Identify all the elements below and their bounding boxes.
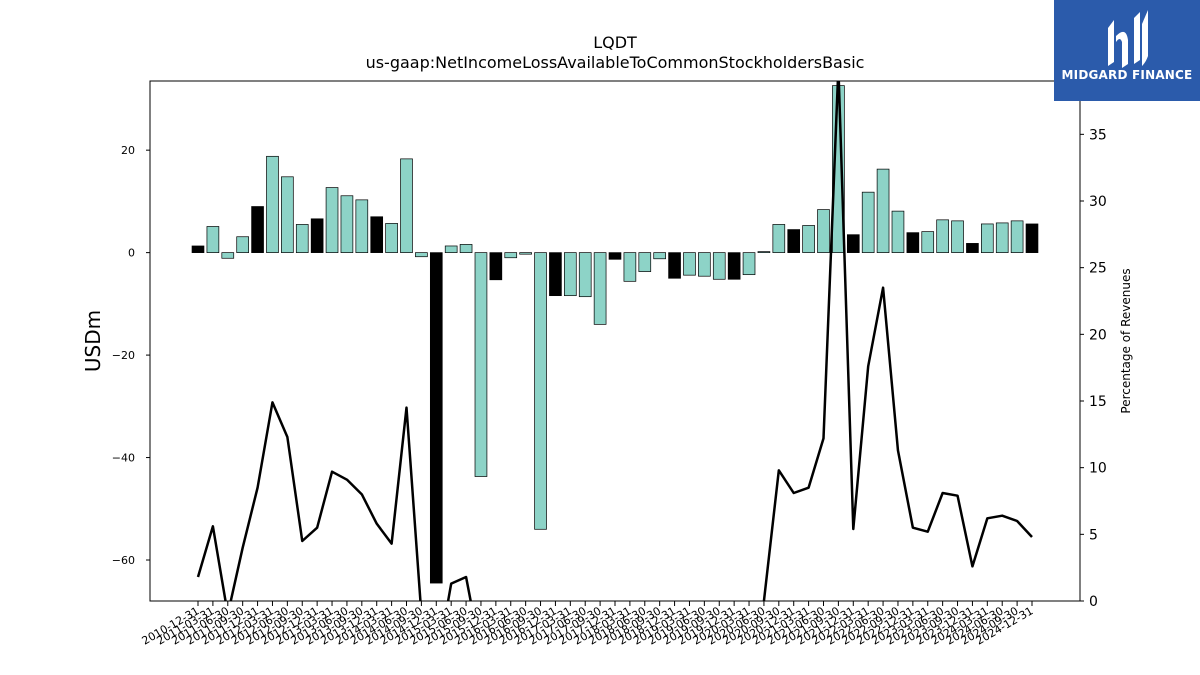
y2-tick-label: 30 — [1089, 194, 1107, 210]
bar-2018-03-31 — [623, 252, 637, 282]
bar-2018-06-30 — [638, 252, 652, 272]
bar-2017-03-31 — [564, 252, 577, 297]
bar-2016-09-30 — [534, 252, 547, 530]
bar-2014-06-30 — [400, 158, 413, 253]
bar-2015-12-31 — [489, 252, 503, 281]
percentage-line — [196, 81, 1033, 601]
y2-tick-label: 15 — [1089, 394, 1107, 410]
y2-axis-label: Percentage of Revenues — [1119, 268, 1133, 413]
bar-2022-06-30 — [876, 168, 890, 253]
bar-2020-12-31 — [787, 229, 801, 253]
brand-name: MIDGARD FINANCE — [1061, 68, 1193, 82]
bar-2021-06-30 — [817, 209, 830, 253]
y2-tick-label: 0 — [1089, 594, 1098, 610]
y2-tick-label: 20 — [1089, 327, 1107, 343]
bar-2011-06-30 — [221, 252, 235, 259]
bar-2013-06-30 — [340, 195, 354, 253]
bar-2012-06-30 — [281, 176, 294, 253]
bar-2017-12-31 — [608, 252, 622, 260]
bar-2019-06-30 — [698, 252, 711, 277]
y2-tick-label: 10 — [1089, 461, 1107, 477]
bar-2020-03-31 — [742, 252, 756, 276]
bar-2012-12-31 — [310, 218, 324, 253]
y-tick-label: −20 — [112, 349, 135, 362]
bar-2023-06-30 — [936, 219, 949, 253]
y2-tick-label: 35 — [1089, 127, 1107, 143]
bar-2017-06-30 — [578, 252, 592, 298]
bar-2014-09-30 — [415, 252, 428, 258]
bar-2016-12-31 — [549, 252, 562, 297]
bar-2012-09-30 — [295, 224, 309, 253]
y-tick-label: −40 — [112, 452, 135, 465]
bar-2018-12-31 — [668, 252, 681, 279]
y-tick-label: −60 — [112, 554, 135, 567]
y-axis-right: 0 5 10 15 20 25 30 35 — [1080, 127, 1107, 610]
bar-2017-09-30 — [593, 252, 607, 325]
bar-2014-12-31 — [429, 252, 443, 584]
bar-2019-03-31 — [683, 252, 696, 276]
bar-2024-12-31 — [1025, 223, 1039, 253]
bar-2016-06-30 — [519, 252, 532, 255]
y-tick-label: 0 — [128, 247, 135, 260]
bar-2011-09-30 — [236, 236, 249, 253]
bar-2022-12-31 — [906, 232, 920, 253]
bar-2022-09-30 — [891, 210, 905, 253]
y2-tick-label: 25 — [1089, 261, 1107, 277]
y-axis-left: −60 −40 −20 0 20 — [112, 144, 150, 567]
midgard-logo-icon — [1108, 10, 1148, 68]
bar-2023-09-30 — [951, 220, 964, 253]
bar-2011-03-31 — [206, 226, 220, 253]
bar-2010-12-31 — [191, 245, 205, 253]
chart-subtitle: us-gaap:NetIncomeLossAvailableToCommonSt… — [366, 53, 865, 72]
bar-2013-09-30 — [355, 199, 369, 253]
bar-2023-12-31 — [966, 243, 979, 253]
bar-2019-12-31 — [727, 252, 741, 280]
bar-2023-03-31 — [921, 231, 935, 253]
bar-series — [191, 85, 1039, 584]
y-axis-label: USDm — [81, 310, 105, 372]
brand-logo: MIDGARD FINANCE — [1054, 0, 1200, 101]
line-series-layer — [196, 81, 1033, 601]
bar-2012-03-31 — [266, 155, 279, 253]
bar-2015-06-30 — [459, 244, 473, 253]
bar-2020-06-30 — [757, 251, 771, 253]
bar-2021-03-31 — [802, 225, 815, 253]
bar-2018-09-30 — [653, 252, 666, 260]
y2-tick-label: 5 — [1089, 527, 1098, 543]
bar-2019-09-30 — [712, 252, 726, 280]
bar-2013-03-31 — [325, 187, 339, 253]
bar-2013-12-31 — [370, 216, 384, 253]
chart-title: LQDT — [593, 33, 637, 52]
bar-2022-03-31 — [861, 191, 875, 253]
x-axis: 2010-12-312011-03-312011-06-302011-09-30… — [140, 601, 1036, 648]
bar-2020-09-30 — [772, 224, 786, 253]
bar-2024-03-31 — [981, 223, 994, 253]
bar-2014-03-31 — [385, 223, 398, 253]
y-tick-label: 20 — [121, 144, 135, 157]
plot-frame — [149, 80, 1081, 602]
bar-2024-09-30 — [1010, 220, 1024, 253]
bar-2015-09-30 — [474, 252, 488, 477]
bar-2021-12-31 — [846, 234, 860, 253]
bar-2016-03-31 — [504, 252, 518, 259]
bar-2024-06-30 — [995, 222, 1009, 253]
bar-2015-03-31 — [444, 245, 458, 253]
bar-2011-12-31 — [251, 206, 264, 253]
